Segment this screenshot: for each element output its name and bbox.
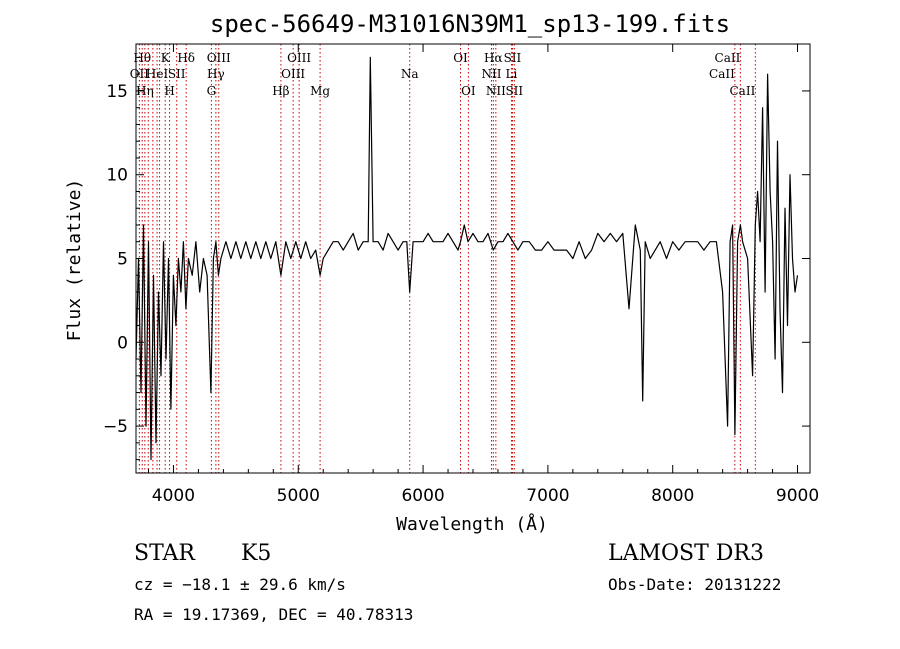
line-marker-label: G	[207, 84, 217, 98]
line-marker-label: H	[164, 84, 174, 98]
y-tick-label: −5	[103, 417, 128, 437]
x-tick-label: 8000	[651, 486, 694, 506]
line-marker-label: HeI	[146, 67, 169, 81]
spectral-line-markers	[138, 44, 756, 473]
x-tick-label: 5000	[277, 486, 320, 506]
y-tick-label: 5	[117, 250, 128, 270]
line-marker-label: Hη	[136, 84, 154, 98]
line-marker-label: NII	[486, 84, 506, 98]
line-marker-label: SII	[168, 67, 186, 81]
x-tick-label: 4000	[152, 486, 195, 506]
line-marker-label: SII	[505, 84, 523, 98]
y-tick-label: 0	[117, 333, 128, 353]
line-marker-label: Hθ	[133, 51, 151, 65]
spectral-line-labels: OIIHθHηHeIKHSIIHδGHγOIIIHβOIIIOIIIMgNaOI…	[130, 51, 756, 98]
y-tick-label: 10	[106, 166, 128, 186]
line-marker-label: Hδ	[177, 51, 195, 65]
y-axis: −5 0 5 10 15	[103, 56, 810, 461]
line-marker-label: NII	[481, 67, 501, 81]
line-marker-label: SII	[504, 51, 522, 65]
line-marker-label: CaII	[730, 84, 756, 98]
line-marker-label: Na	[401, 67, 419, 81]
redshift-velocity: cz = −18.1 ± 29.6 km/s	[134, 575, 346, 594]
line-marker-label: OIII	[207, 51, 231, 65]
line-marker-label: Li	[506, 67, 518, 81]
x-axis-label: Wavelength (Å)	[396, 513, 548, 535]
survey-name: LAMOST DR3	[608, 541, 764, 566]
x-tick-label: 6000	[401, 486, 444, 506]
line-marker-label: OIII	[281, 67, 305, 81]
line-marker-label: K	[161, 51, 171, 65]
line-marker-label: Hβ	[272, 84, 289, 98]
x-axis: 4000 5000 6000 7000 8000 9000	[147, 44, 819, 506]
line-marker-label: OIII	[287, 51, 311, 65]
coordinates: RA = 19.17369, DEC = 40.78313	[134, 605, 413, 624]
line-marker-label: Hγ	[207, 67, 225, 81]
x-tick-label: 9000	[776, 486, 819, 506]
line-marker-label: CaII	[715, 51, 741, 65]
spectrum-line	[135, 56, 799, 461]
chart-title: spec-56649-M31016N39M1_sp13-199.fits	[210, 10, 730, 38]
x-tick-label: 7000	[526, 486, 569, 506]
line-marker-label: OI	[461, 84, 476, 98]
line-marker-label: OI	[453, 51, 468, 65]
plot-frame	[135, 43, 811, 474]
line-marker-label: CaII	[709, 67, 735, 81]
line-marker-label: Hα	[484, 51, 503, 65]
y-tick-label: 15	[106, 82, 128, 102]
object-subclass: K5	[241, 541, 271, 566]
object-class: STAR	[134, 541, 196, 566]
y-axis-label: Flux (relative)	[64, 179, 85, 342]
line-marker-label: Mg	[310, 84, 330, 98]
series-layer	[135, 56, 799, 461]
observation-date: Obs-Date: 20131222	[608, 575, 781, 594]
